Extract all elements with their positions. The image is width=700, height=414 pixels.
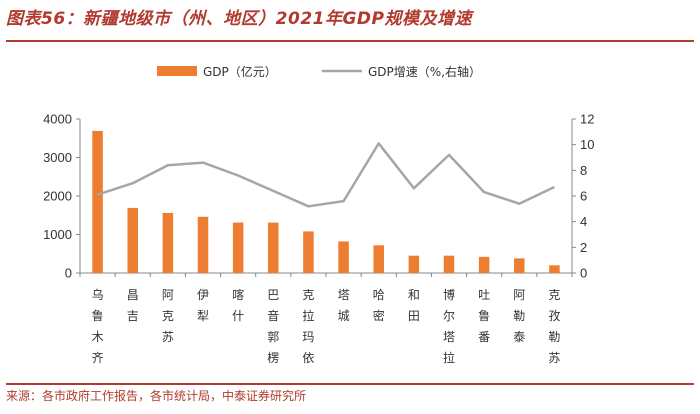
bar-gdp bbox=[408, 255, 420, 273]
category-label: 乌鲁木齐 bbox=[92, 287, 104, 365]
line-gdp-growth bbox=[97, 142, 555, 208]
category-label: 克孜勒苏 bbox=[548, 288, 560, 365]
left-tick-label: 0 bbox=[65, 266, 72, 281]
right-tick-label: 8 bbox=[580, 163, 587, 178]
right-tick-label: 12 bbox=[580, 112, 594, 127]
bar-gdp bbox=[373, 245, 384, 273]
category-label: 伊犁 bbox=[197, 288, 209, 323]
source-divider bbox=[6, 383, 694, 385]
bar-gdp bbox=[197, 216, 209, 273]
category-label: 哈密 bbox=[373, 288, 385, 323]
right-tick-label: 6 bbox=[580, 189, 587, 204]
right-tick-label: 10 bbox=[580, 137, 594, 152]
bar-gdp bbox=[514, 258, 525, 273]
category-label: 阿勒泰 bbox=[513, 288, 525, 344]
left-tick-label: 1000 bbox=[43, 227, 72, 242]
bar-gdp bbox=[92, 130, 103, 273]
bar-gdp bbox=[268, 222, 279, 273]
category-label: 和田 bbox=[408, 288, 420, 323]
legend-swatch-gdp bbox=[157, 66, 197, 76]
category-label: 喀什 bbox=[232, 288, 244, 323]
bar-gdp bbox=[162, 212, 174, 273]
left-tick-label: 3000 bbox=[43, 150, 72, 165]
left-tick-label: 2000 bbox=[43, 189, 72, 204]
bar-gdp bbox=[443, 255, 455, 273]
right-tick-label: 4 bbox=[580, 214, 587, 229]
legend-label-growth: GDP增速（%,右轴） bbox=[368, 64, 481, 79]
category-label: 博尔塔拉 bbox=[443, 287, 455, 365]
category-label: 吐鲁番 bbox=[478, 288, 490, 344]
bar-gdp bbox=[549, 265, 560, 273]
bar-gdp bbox=[127, 207, 138, 273]
bar-gdp bbox=[338, 241, 349, 273]
bar-gdp bbox=[232, 222, 244, 273]
category-label: 昌吉 bbox=[127, 288, 139, 323]
right-tick-label: 0 bbox=[580, 266, 587, 281]
title-divider bbox=[6, 40, 694, 42]
bar-gdp bbox=[478, 256, 490, 273]
legend-label-gdp: GDP（亿元） bbox=[203, 64, 277, 79]
category-label: 塔城 bbox=[338, 288, 350, 323]
category-label: 克拉玛依 bbox=[302, 288, 314, 365]
category-label: 巴音郭楞 bbox=[267, 288, 279, 365]
source-note: 来源：各市政府工作报告，各市统计局，中泰证券研究所 bbox=[6, 389, 307, 403]
right-tick-label: 2 bbox=[580, 240, 587, 255]
left-tick-label: 4000 bbox=[43, 112, 72, 127]
category-label: 阿克苏 bbox=[162, 288, 174, 344]
chart-title: 图表56：新疆地级市（州、地区）2021年GDP规模及增速 bbox=[6, 9, 472, 29]
bar-gdp bbox=[303, 231, 314, 273]
